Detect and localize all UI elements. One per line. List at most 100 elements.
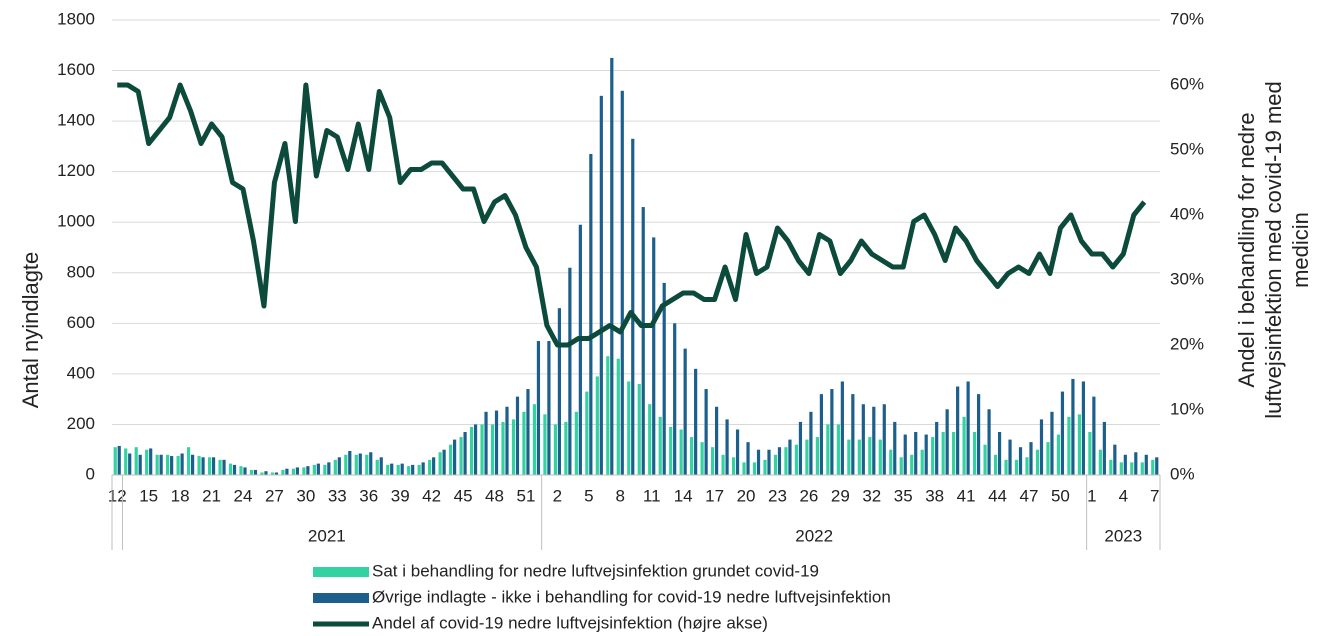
x-tick-label: 38 bbox=[925, 486, 944, 505]
bar bbox=[379, 457, 383, 475]
bar bbox=[756, 449, 761, 475]
bar bbox=[222, 459, 226, 475]
bar bbox=[358, 453, 362, 475]
bar bbox=[568, 267, 572, 475]
x-tick-label: 4 bbox=[1119, 486, 1128, 505]
x-tick-label: 30 bbox=[296, 486, 315, 505]
bar bbox=[983, 444, 987, 475]
bar bbox=[868, 437, 872, 475]
bar bbox=[1067, 416, 1071, 475]
bar bbox=[1039, 419, 1044, 475]
bar bbox=[149, 448, 153, 475]
bar bbox=[830, 389, 834, 475]
bar bbox=[1081, 381, 1085, 475]
x-tick-label: 36 bbox=[359, 486, 378, 505]
bar bbox=[494, 410, 499, 475]
bar bbox=[302, 467, 306, 475]
y-tick-label: 1000 bbox=[57, 212, 95, 231]
bar bbox=[746, 442, 750, 475]
bar bbox=[473, 424, 478, 475]
x-tick-label: 32 bbox=[862, 486, 881, 505]
bar bbox=[327, 462, 331, 475]
bar bbox=[872, 406, 876, 475]
y-tick-label: 400 bbox=[67, 363, 95, 382]
bar bbox=[344, 454, 348, 475]
bar bbox=[1004, 459, 1008, 475]
y-axis-title: Antal nyindlagte bbox=[18, 252, 43, 409]
bar bbox=[316, 463, 320, 475]
bar bbox=[920, 449, 924, 475]
bar bbox=[1046, 442, 1050, 475]
bar bbox=[187, 447, 191, 475]
x-group-label: 2021 bbox=[308, 526, 346, 545]
bar bbox=[809, 411, 813, 475]
bar bbox=[658, 416, 662, 475]
bar bbox=[239, 466, 243, 475]
bar bbox=[836, 424, 840, 475]
bar bbox=[711, 447, 715, 475]
bar bbox=[306, 466, 310, 475]
x-tick-label: 51 bbox=[516, 486, 535, 505]
bar bbox=[501, 421, 505, 475]
bar bbox=[987, 409, 991, 475]
bar bbox=[977, 394, 981, 475]
bar bbox=[610, 57, 614, 476]
bar bbox=[1025, 457, 1029, 475]
legend-swatch bbox=[313, 567, 369, 577]
bar bbox=[798, 421, 803, 475]
bar bbox=[652, 237, 656, 475]
bar bbox=[438, 452, 442, 475]
bar bbox=[574, 411, 578, 475]
bar bbox=[145, 449, 149, 475]
bar bbox=[962, 416, 966, 475]
bar bbox=[1092, 396, 1096, 475]
y-tick-label: 800 bbox=[67, 262, 95, 281]
bar bbox=[903, 434, 907, 475]
x-tick-label: 42 bbox=[422, 486, 441, 505]
bar bbox=[1113, 444, 1117, 475]
bar bbox=[847, 439, 851, 475]
bar bbox=[851, 394, 855, 475]
bar bbox=[442, 449, 446, 475]
x-tick-label: 23 bbox=[768, 486, 787, 505]
x-tick-label: 11 bbox=[643, 486, 661, 505]
bar bbox=[312, 464, 316, 475]
bar bbox=[285, 468, 289, 475]
x-tick-label: 15 bbox=[139, 486, 158, 505]
x-tick-label: 35 bbox=[894, 486, 913, 505]
y-tick-label: 1200 bbox=[57, 161, 95, 180]
bar bbox=[511, 419, 516, 475]
bar bbox=[197, 456, 201, 475]
bar bbox=[1140, 462, 1144, 475]
bar bbox=[606, 356, 610, 475]
bar bbox=[679, 429, 683, 475]
bar bbox=[1123, 454, 1127, 475]
bar bbox=[997, 432, 1002, 475]
bar bbox=[1056, 434, 1061, 475]
x-tick-label: 44 bbox=[988, 486, 1007, 505]
bar bbox=[390, 463, 394, 475]
bar bbox=[1109, 459, 1113, 475]
bar bbox=[735, 429, 740, 475]
x-tick-label: 18 bbox=[171, 486, 190, 505]
bar bbox=[134, 447, 138, 475]
line bbox=[117, 82, 1147, 348]
bar bbox=[459, 437, 463, 475]
bar bbox=[1155, 457, 1159, 475]
y2-tick-label: 40% bbox=[1170, 204, 1204, 223]
bar bbox=[648, 404, 652, 475]
bar bbox=[767, 449, 771, 475]
x-tick-label: 41 bbox=[957, 486, 976, 505]
bar bbox=[1029, 442, 1033, 475]
x-tick-label: 5 bbox=[584, 486, 593, 505]
bar bbox=[966, 381, 970, 475]
bar bbox=[449, 444, 453, 475]
y-tick-label: 1800 bbox=[57, 9, 95, 28]
bar bbox=[857, 439, 861, 475]
bar bbox=[1098, 449, 1102, 475]
y-tick-label: 600 bbox=[67, 313, 95, 332]
bar bbox=[553, 424, 557, 475]
bar bbox=[484, 411, 488, 475]
bar bbox=[138, 454, 142, 475]
